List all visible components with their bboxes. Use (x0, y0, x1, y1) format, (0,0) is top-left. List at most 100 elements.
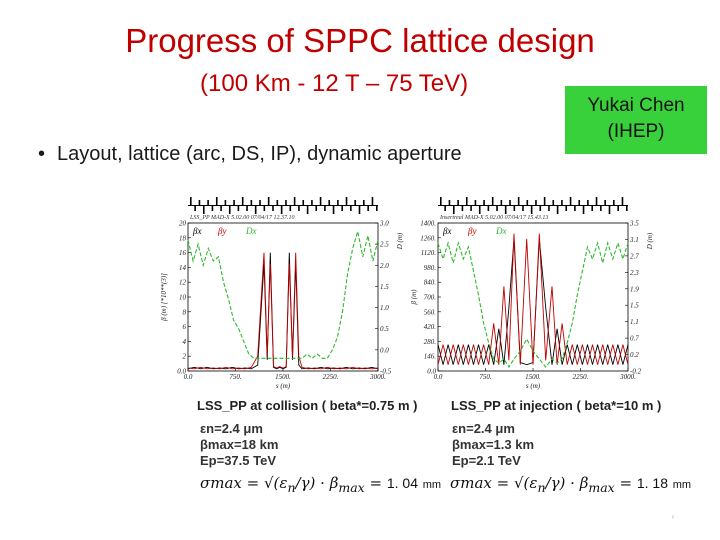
lattice-magnet-mark (224, 200, 227, 205)
lattice-magnet-mark (452, 206, 455, 214)
lattice-magnet-mark (608, 206, 611, 214)
lattice-magnet-mark (371, 197, 374, 205)
formula-lhs: σmax = (200, 474, 260, 492)
series-line-βy (187, 252, 379, 370)
lattice-magnet-mark (311, 200, 313, 205)
lattice-magnet-mark (582, 206, 585, 214)
formula-lhs: σmax = (450, 474, 510, 492)
legend-entry: Dx (495, 226, 507, 236)
lattice-magnet-mark (591, 206, 593, 211)
plot-frame (437, 222, 629, 372)
lattice-magnet-mark (600, 206, 602, 211)
lattice-magnet-mark (202, 206, 205, 214)
y-tick-label: 8 (183, 308, 187, 316)
lattice-magnet-mark (552, 200, 555, 205)
lattice-magnet-mark (556, 206, 559, 214)
series-line-Dx (187, 231, 379, 360)
chart-svg: LSS_PP MAD-X 5.02.00 07/04/17 12.37.10 0.… (160, 197, 404, 390)
lattice-magnet-mark (198, 200, 201, 205)
legend-entry: βx (442, 226, 451, 236)
lattice-magnet-mark (543, 197, 546, 205)
slide-title: Progress of SPPC lattice design (125, 22, 595, 59)
y2-axis-label: D (m) (646, 232, 654, 250)
lattice-magnet-mark (263, 206, 266, 211)
lattice-magnet-mark (267, 197, 270, 205)
legend-entry: βy (467, 226, 476, 236)
lattice-magnet-mark (332, 206, 335, 214)
lattice-magnet-mark (496, 206, 498, 211)
lattice-magnet-mark (621, 197, 624, 205)
y2-tick-label: 0.5 (380, 325, 389, 333)
lattice-magnet-mark (548, 206, 550, 211)
y-tick-label: 280. (424, 338, 437, 346)
injection-beta-max: βmax=1.3 km (452, 437, 535, 452)
plot-frame (187, 222, 379, 372)
lattice-magnet-mark (587, 200, 589, 205)
legend-entry: βy (217, 226, 226, 236)
lattice-magnet-mark (513, 206, 516, 211)
chart-header-text: LSS_PP MAD-X 5.02.00 07/04/17 12.37.10 (189, 214, 295, 221)
y-tick-label: 14 (179, 264, 187, 272)
legend-entry: βx (192, 226, 201, 236)
y2-tick-label: 1.0 (380, 304, 389, 312)
lattice-magnet-mark (254, 206, 257, 214)
injection-energy: Ep=2.1 TeV (452, 453, 521, 468)
y-tick-label: 700. (424, 294, 437, 302)
lattice-magnet-mark (574, 206, 576, 211)
lattice-magnet-mark (470, 206, 472, 211)
bullet-text: Layout, lattice (arc, DS, IP), dynamic a… (57, 143, 462, 165)
lattice-magnet-mark (285, 200, 287, 205)
collision-params: εn=2.4 μm βmax=18 km Ep=37.5 TeV (200, 421, 278, 469)
x-tick-label: 750. (479, 373, 492, 381)
lattice-magnet-mark (246, 206, 248, 211)
lattice-magnet-mark (345, 197, 348, 205)
series-line-Dx (437, 240, 629, 369)
lattice-magnet-mark (565, 206, 568, 211)
x-tick-label: 0.0 (434, 373, 443, 381)
x-axis-label: s (m) (526, 382, 541, 390)
lattice-magnet-mark (341, 206, 343, 211)
lattice-magnet-mark (215, 197, 218, 205)
lattice-magnet-mark (237, 206, 240, 211)
sqrt-expression-icon: √(εn/γ) · βmax (513, 474, 615, 495)
lattice-baseline (438, 205, 628, 206)
lattice-magnet-mark (504, 206, 507, 214)
lattice-magnet-mark (483, 200, 485, 205)
lattice-magnet-mark (337, 200, 339, 205)
y2-tick-label: 2.5 (380, 241, 389, 249)
lattice-magnet-mark (604, 200, 606, 205)
collision-optics-plot: LSS_PP MAD-X 5.02.00 07/04/17 12.37.10 0.… (158, 196, 408, 391)
lattice-magnet-mark (500, 200, 503, 205)
injection-sigma-formula: σmax = √(εn/γ) · βmax = 1. 18 mm (450, 474, 692, 495)
lattice-magnet-mark (613, 200, 615, 205)
y-tick-label: 0.0 (427, 368, 436, 376)
y2-tick-label: 0.2 (630, 351, 639, 359)
lattice-magnet-mark (280, 206, 283, 214)
lattice-magnet-mark (474, 200, 477, 205)
y2-tick-label: -0.2 (630, 368, 642, 376)
lattice-magnet-mark (539, 206, 542, 211)
lattice-magnet-mark (259, 200, 261, 205)
lattice-magnet-mark (211, 206, 214, 211)
lattice-magnet-mark (530, 206, 533, 214)
lattice-magnet-mark (228, 206, 231, 214)
slide-subtitle: (100 Km - 12 T – 75 TeV) (200, 70, 469, 97)
x-tick-label: 0.0 (184, 373, 193, 381)
lattice-magnet-mark (354, 200, 356, 205)
y2-tick-label: 2.0 (380, 262, 389, 270)
y2-tick-label: 1.5 (380, 283, 389, 291)
y-tick-label: 4 (183, 338, 187, 346)
y-tick-label: 980. (424, 264, 437, 272)
sqrt-expression-icon: √(εn/γ) · βmax (263, 474, 365, 495)
chart-svg: Insertreal MAD-X 5.02.00 07/04/17 15.43.… (410, 197, 654, 390)
lattice-magnet-mark (220, 206, 222, 211)
y-tick-label: 2 (183, 353, 187, 361)
lattice-magnet-mark (478, 206, 481, 214)
lattice-magnet-mark (358, 206, 361, 214)
lattice-magnet-mark (272, 206, 274, 211)
y-tick-label: 420. (424, 323, 437, 331)
lattice-magnet-mark (363, 200, 365, 205)
x-tick-label: 2250. (573, 373, 589, 381)
y-tick-label: 10 (179, 294, 187, 302)
lattice-magnet-mark (315, 206, 318, 211)
